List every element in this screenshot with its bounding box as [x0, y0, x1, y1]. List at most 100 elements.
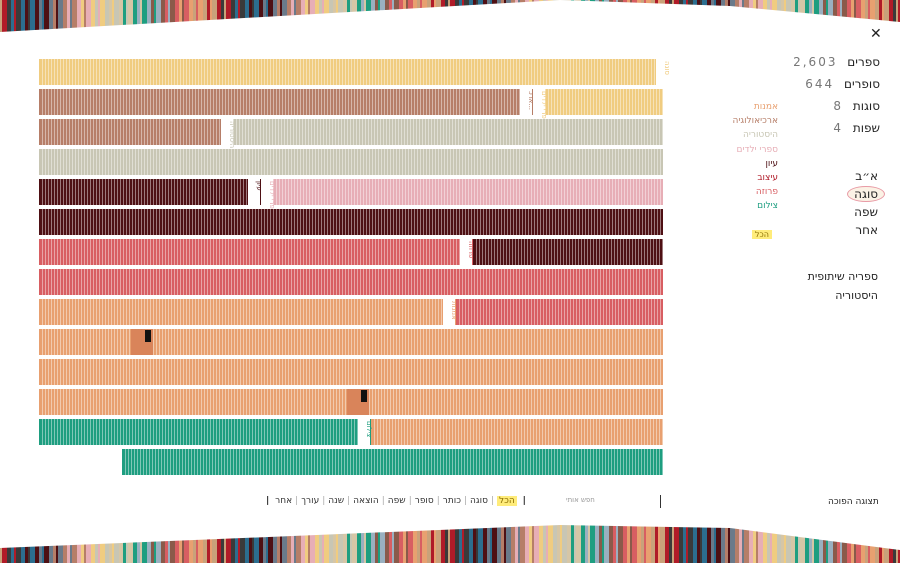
legend-item[interactable]: ארכיאולוגיה: [732, 116, 778, 127]
shelf-row-0[interactable]: [39, 59, 658, 85]
legend-item[interactable]: עיצוב: [757, 173, 778, 184]
sort-other[interactable]: אחר: [855, 223, 878, 237]
book-spine: [447, 149, 448, 175]
shelf-row-5[interactable]: [39, 209, 663, 235]
shelf-row-1-a[interactable]: [533, 89, 663, 115]
book-spine: [165, 149, 166, 175]
shelf-row-13[interactable]: [122, 449, 663, 475]
book-spine: [486, 59, 487, 85]
sort-alphabet[interactable]: א״ב: [855, 169, 878, 183]
book-spine: [167, 449, 168, 475]
shelf-row-4-a[interactable]: [261, 179, 663, 205]
filter-1[interactable]: סוגה: [470, 496, 488, 506]
filter-0[interactable]: הכל: [496, 496, 517, 506]
book-spine: [485, 239, 486, 265]
book-spine: [231, 209, 232, 235]
book-spine: [69, 269, 70, 295]
book-spine: [645, 359, 646, 385]
book-spine: [581, 239, 582, 265]
decorative-spine: [427, 525, 431, 563]
book-spine: [342, 59, 343, 85]
book-spine: [359, 119, 360, 145]
book-spine: [429, 89, 430, 115]
book-spine: [234, 389, 235, 415]
filter-6[interactable]: שנה: [328, 496, 345, 506]
filter-8[interactable]: אחר: [275, 496, 293, 506]
shelf-row-1-b[interactable]: [39, 89, 533, 115]
shelf-row-8-a[interactable]: [456, 299, 663, 325]
book-spine: [282, 269, 283, 295]
book-spine: [546, 389, 547, 415]
shelf-row-2-a[interactable]: [221, 119, 663, 145]
legend-item[interactable]: עיון: [765, 158, 778, 169]
book-spine: [168, 329, 169, 355]
shelf-row-6-a[interactable]: [473, 239, 663, 265]
book-spine: [195, 179, 196, 205]
book-spine: [429, 149, 430, 175]
book-spine: [285, 149, 286, 175]
book-spine: [306, 59, 307, 85]
book-spine: [587, 419, 588, 445]
book-spine: [521, 449, 522, 475]
book-spine: [491, 449, 492, 475]
book-spine: [563, 449, 564, 475]
book-spine: [630, 179, 631, 205]
book-spine: [294, 419, 295, 445]
book-spine: [608, 119, 609, 145]
book-spine: [413, 119, 414, 145]
book-spine: [93, 149, 94, 175]
book-spine: [384, 179, 385, 205]
shelf-row-7[interactable]: [39, 269, 663, 295]
book-spine: [548, 89, 549, 115]
filter-2[interactable]: כותר: [442, 496, 461, 506]
book-spine: [515, 119, 516, 145]
book-spine: [416, 449, 417, 475]
sort-genre-active[interactable]: סוגה: [847, 186, 885, 202]
book-spine: [303, 389, 304, 415]
link-history[interactable]: היסטוריה: [835, 289, 878, 302]
close-button[interactable]: ✕: [870, 26, 882, 42]
book-spine: [324, 389, 325, 415]
legend-item[interactable]: היסטוריה: [743, 130, 778, 141]
link-shared-library[interactable]: ספריה שיתופית: [807, 270, 878, 283]
decorative-spine: [798, 525, 800, 563]
book-spine: [597, 209, 598, 235]
shelf-row-12-b[interactable]: [39, 419, 371, 445]
legend-item[interactable]: ספרי ילדים: [736, 144, 778, 155]
shelf-row-6-b[interactable]: [39, 239, 473, 265]
book-spine: [324, 299, 325, 325]
filter-4[interactable]: שפה: [387, 496, 406, 506]
book-spine: [351, 149, 352, 175]
book-spine: [468, 299, 469, 325]
search-input[interactable]: חפש אותי: [566, 496, 595, 504]
book-spine: [303, 179, 304, 205]
decorative-spine: [287, 525, 291, 563]
shelf-row-8-b[interactable]: [39, 299, 456, 325]
book-spine: [495, 389, 496, 415]
book-spine: [45, 299, 46, 325]
filter-5[interactable]: הוצאה: [353, 496, 379, 506]
reverse-view-toggle[interactable]: תצוגה הפוכה: [828, 497, 879, 507]
book-spine: [267, 209, 268, 235]
shelf-row-2-b[interactable]: [39, 119, 221, 145]
show-all-chip[interactable]: הכל: [752, 230, 773, 239]
shelf-row-10[interactable]: [39, 359, 663, 385]
legend-item[interactable]: אמנות: [753, 102, 778, 112]
book-spine: [408, 269, 409, 295]
filter-3[interactable]: סופר: [414, 496, 434, 506]
book-spine: [339, 149, 340, 175]
book-spine: [156, 119, 157, 145]
filter-7[interactable]: עורך: [301, 496, 320, 506]
shelf-row-3[interactable]: [39, 149, 663, 175]
legend-item[interactable]: צילום: [757, 201, 778, 212]
book-spine: [579, 149, 580, 175]
shelf-row-12-a[interactable]: [371, 419, 663, 445]
book-spine: [456, 389, 457, 415]
sort-language[interactable]: שפה: [854, 205, 878, 219]
book-spine: [240, 149, 241, 175]
book-spine: [452, 449, 453, 475]
shelf-row-4-b[interactable]: [39, 179, 261, 205]
legend-item[interactable]: פרוזה: [755, 187, 778, 198]
decorative-spine: [126, 525, 128, 563]
